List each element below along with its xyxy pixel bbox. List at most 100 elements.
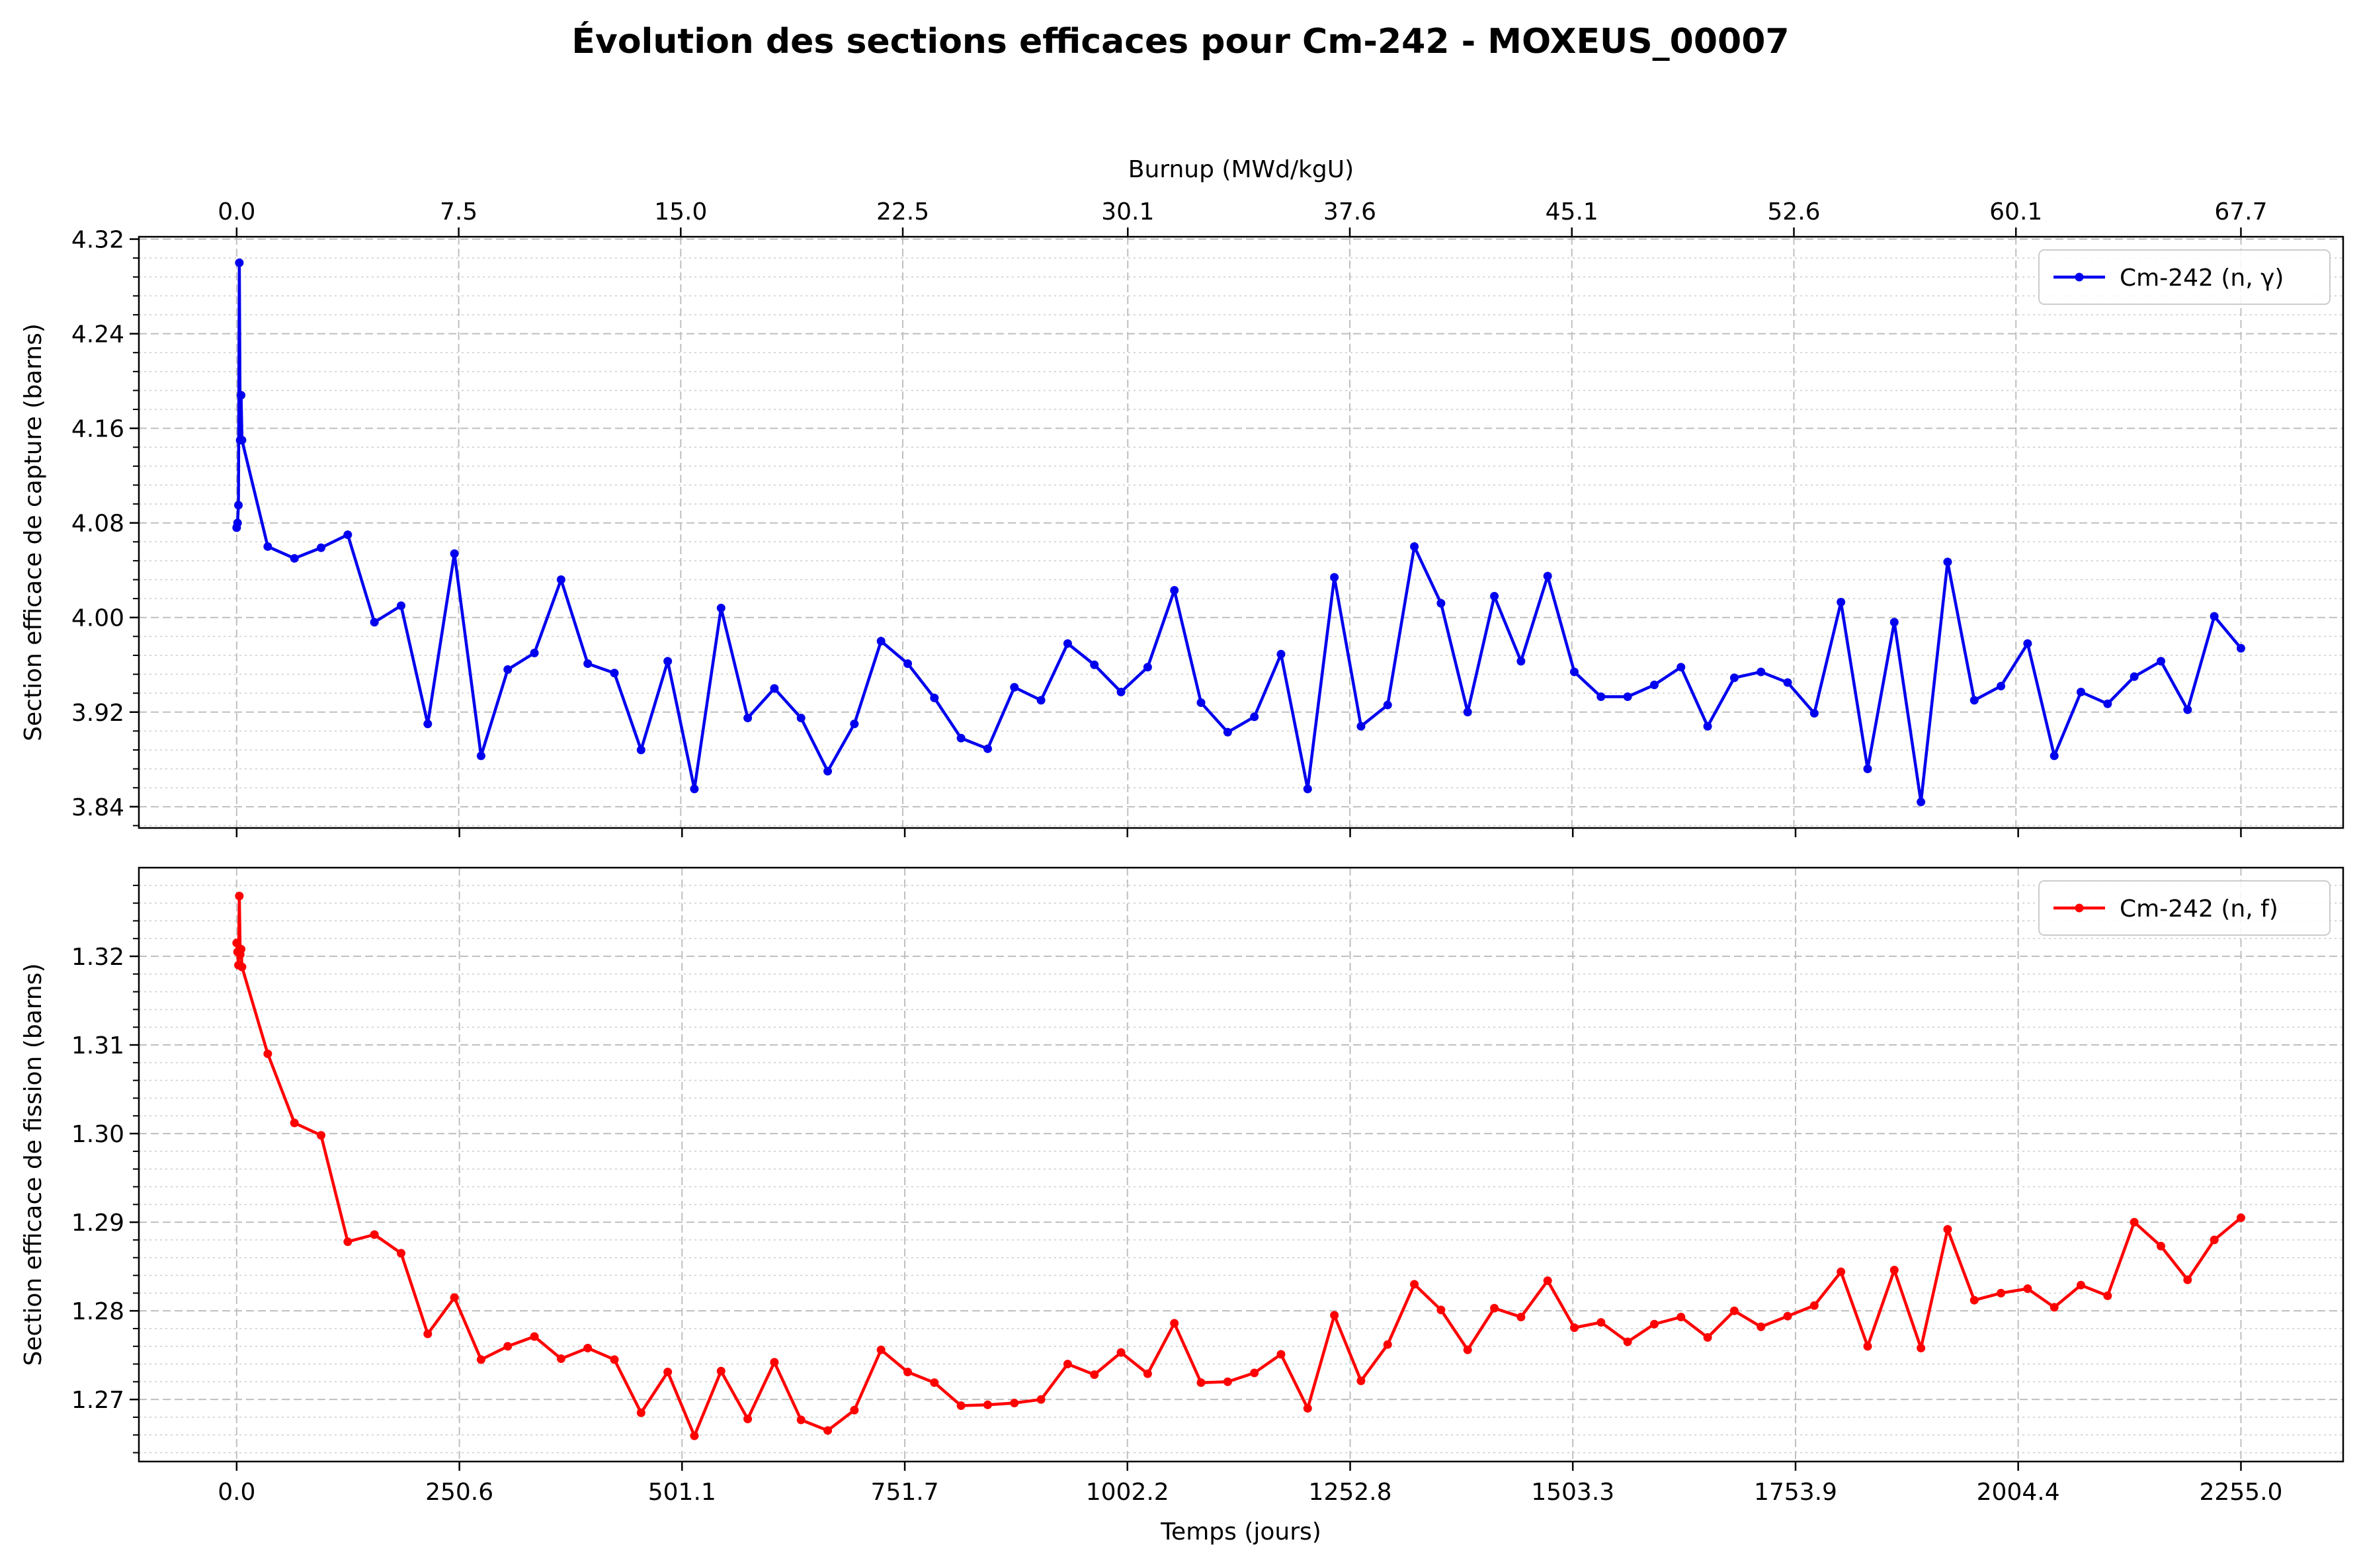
data-point — [1463, 1345, 1472, 1354]
data-point — [1649, 681, 1659, 690]
data-point — [1116, 1348, 1126, 1357]
data-point — [2077, 687, 2086, 696]
x-tick-label: 1503.3 — [1531, 1479, 1614, 1506]
legend-box — [2038, 249, 2331, 305]
data-point — [370, 1230, 379, 1239]
data-point — [423, 720, 433, 729]
data-point — [1383, 700, 1392, 710]
x-tick-label: 1753.9 — [1754, 1479, 1837, 1506]
top-x-tick-label: 60.1 — [1989, 198, 2042, 226]
data-point — [556, 575, 565, 585]
data-point — [423, 1329, 433, 1339]
data-point — [1170, 586, 1179, 595]
x-axis-label: Temps (jours) — [1160, 1518, 1321, 1546]
data-point — [1330, 573, 1339, 582]
data-point — [1383, 1340, 1392, 1349]
data-point — [1863, 1342, 1872, 1351]
data-point — [1969, 1296, 1979, 1305]
data-point — [1569, 667, 1579, 677]
data-point — [1623, 692, 1632, 702]
data-point — [2183, 1275, 2192, 1284]
data-point — [237, 391, 246, 400]
legend-label: Cm-242 (n, γ) — [2120, 265, 2284, 292]
data-point — [2103, 699, 2112, 708]
data-point — [370, 618, 379, 627]
data-point — [1356, 722, 1366, 731]
data-point — [2210, 612, 2219, 621]
data-point — [476, 751, 485, 761]
data-point — [1997, 681, 2006, 690]
data-point — [1889, 1265, 1899, 1274]
data-point — [1196, 698, 1206, 707]
data-point — [2210, 1235, 2219, 1245]
data-point — [1943, 557, 1952, 567]
top-x-axis-label: Burnup (MWd/kgU) — [1128, 156, 1354, 183]
data-point — [1276, 1350, 1286, 1359]
capture-plot: 3.84 3.92 4.00 4.08 4.16 4.24 4.32 0.0 7.5 15.0 22… — [20, 156, 2344, 837]
data-point — [234, 501, 243, 510]
data-point — [663, 657, 673, 666]
data-point — [716, 603, 725, 612]
data-point — [1250, 712, 1259, 722]
data-point — [237, 944, 246, 954]
data-point — [876, 636, 886, 645]
data-point — [876, 1345, 886, 1354]
data-point — [1330, 1311, 1339, 1320]
y-tick-label: 1.32 — [71, 944, 124, 971]
data-point — [770, 684, 779, 693]
data-point — [1490, 592, 1499, 601]
data-point — [610, 1355, 619, 1364]
data-point — [636, 1408, 645, 1417]
top-x-tick-label: 67.7 — [2214, 198, 2267, 226]
fission-plot: 1.27 1.28 1.29 1.30 1.31 1.32 0.0 250.6 501.1 751… — [20, 866, 2344, 1546]
data-point — [2183, 705, 2192, 714]
data-point — [1703, 1333, 1712, 1342]
data-point — [237, 436, 247, 445]
data-point — [796, 1415, 806, 1424]
y-tick-label: 4.08 — [71, 511, 124, 538]
data-point — [983, 1400, 992, 1409]
y-tick-label: 3.92 — [71, 700, 124, 727]
data-point — [1090, 1370, 1099, 1380]
y-tick-label: 1.30 — [71, 1121, 124, 1148]
data-point — [1757, 1322, 1766, 1331]
data-point — [903, 1368, 913, 1377]
y-axis-label: Section efficace de fission (barns) — [20, 963, 47, 1366]
data-point — [290, 554, 299, 563]
data-point — [1623, 1337, 1632, 1346]
data-point — [636, 745, 645, 755]
data-point — [1703, 722, 1712, 731]
data-point — [1143, 663, 1152, 672]
data-point — [503, 665, 513, 674]
data-point — [2130, 1217, 2139, 1227]
data-point — [1516, 1313, 1526, 1322]
data-point — [290, 1118, 299, 1128]
data-point — [450, 1293, 459, 1302]
data-point — [1569, 1323, 1579, 1333]
data-point — [1036, 696, 1046, 705]
data-point — [2130, 672, 2139, 681]
data-point — [1677, 1313, 1686, 1322]
data-point — [796, 714, 806, 723]
data-point — [2236, 1213, 2245, 1222]
data-point — [1170, 1319, 1179, 1328]
data-point — [2156, 1241, 2165, 1251]
data-point — [503, 1342, 513, 1351]
data-point — [1143, 1369, 1152, 1378]
series-line — [235, 894, 2242, 1438]
data-point — [237, 962, 247, 971]
data-point — [1596, 692, 1606, 702]
x-tick-label: 250.6 — [425, 1479, 493, 1506]
data-point — [1943, 1225, 1952, 1234]
data-point — [2050, 751, 2059, 761]
data-point — [956, 733, 966, 743]
top-x-tick-label: 0.0 — [218, 198, 255, 226]
data-point — [232, 938, 241, 948]
data-point — [317, 1131, 326, 1140]
data-point — [263, 1049, 272, 1058]
plot-frame — [138, 235, 2344, 829]
data-point — [1276, 649, 1286, 659]
data-point — [1917, 798, 1926, 807]
data-point — [1436, 1305, 1446, 1315]
data-point — [1463, 708, 1472, 717]
